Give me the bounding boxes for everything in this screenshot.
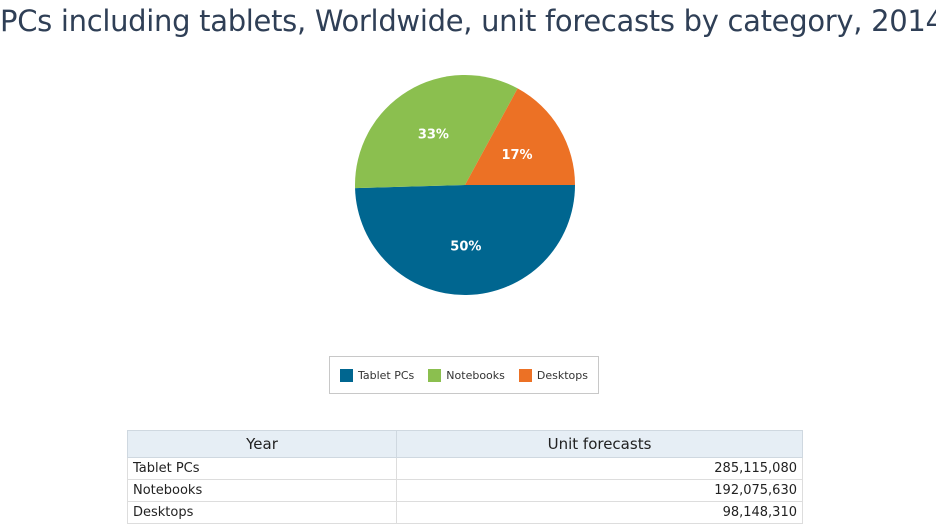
table-cell-value: 285,115,080	[396, 457, 803, 480]
legend-swatch-tablet-pcs	[339, 368, 353, 382]
table-cell-value: 192,075,630	[396, 479, 803, 502]
table-cell-name: Desktops	[127, 501, 397, 524]
pie-slice-desktops[interactable]	[465, 88, 575, 185]
table-row: Tablet PCs 285,115,080	[127, 457, 803, 480]
pie-chart: 50% 33% 17%	[355, 75, 575, 295]
table-cell-value: 98,148,310	[396, 501, 803, 524]
legend-label-desktops: Desktops	[536, 368, 588, 382]
table-row: Notebooks 192,075,630	[127, 479, 803, 502]
table-cell-name: Notebooks	[127, 479, 397, 502]
legend-label-tablet-pcs: Tablet PCs	[357, 368, 415, 382]
column-header-unit-forecasts[interactable]: Unit forecasts	[396, 430, 803, 458]
pie-slice-tablet-pcs[interactable]	[355, 185, 575, 295]
legend-swatch-notebooks	[428, 368, 442, 382]
legend-label-notebooks: Notebooks	[446, 368, 505, 382]
column-header-year[interactable]: Year	[127, 430, 397, 458]
table-row: Desktops 98,148,310	[127, 501, 803, 524]
data-table: Year Unit forecasts Tablet PCs 285,115,0…	[127, 430, 803, 524]
legend-item-notebooks[interactable]: Notebooks	[428, 368, 505, 382]
table-cell-name: Tablet PCs	[127, 457, 397, 480]
legend-swatch-desktops	[518, 368, 532, 382]
legend-item-tablet-pcs[interactable]: Tablet PCs	[339, 368, 415, 382]
pie-label-tablet-pcs: 50%	[450, 239, 481, 254]
pie-label-desktops: 17%	[501, 148, 532, 163]
legend-item-desktops[interactable]: Desktops	[518, 368, 588, 382]
chart-legend: Tablet PCs Notebooks Desktops	[329, 356, 599, 394]
chart-title: PCs including tablets, Worldwide, unit f…	[0, 4, 936, 38]
pie-slice-notebooks[interactable]	[355, 75, 518, 189]
table-header-row: Year Unit forecasts	[127, 430, 803, 458]
pie-label-notebooks: 33%	[418, 127, 449, 142]
